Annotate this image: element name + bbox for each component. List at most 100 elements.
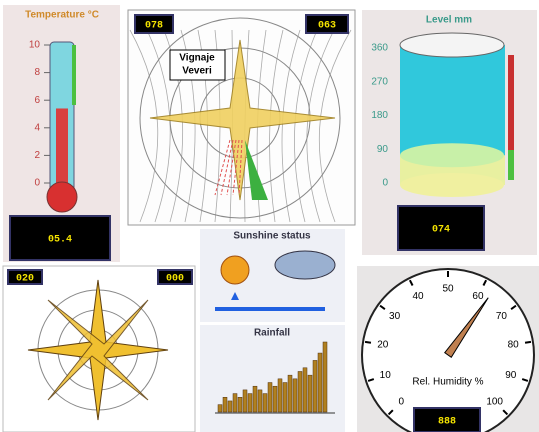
map-road bbox=[306, 29, 335, 223]
display-value: 020 bbox=[16, 274, 34, 285]
liquid-top bbox=[400, 143, 504, 168]
wind-trace bbox=[232, 139, 240, 196]
place-label: Veveri bbox=[182, 66, 212, 77]
rain-bar bbox=[237, 397, 243, 413]
digital-display bbox=[397, 205, 485, 251]
side-bar bbox=[72, 45, 76, 105]
rain-bar bbox=[217, 404, 223, 413]
gauge-tick bbox=[521, 378, 529, 382]
place-box bbox=[169, 49, 226, 81]
rain-bar bbox=[307, 374, 313, 413]
cylinder-bottom bbox=[400, 173, 504, 197]
gauge-tick bbox=[387, 409, 394, 416]
alarm-bar bbox=[508, 55, 514, 150]
rainfall-title: Rainfall bbox=[254, 328, 290, 339]
tick-label: 360 bbox=[371, 43, 388, 54]
sunshine-title: Sunshine status bbox=[233, 231, 311, 242]
gauge-label: 80 bbox=[508, 339, 520, 350]
sun-arrow bbox=[231, 292, 239, 300]
map-road bbox=[129, 29, 159, 223]
wind-trace bbox=[226, 139, 237, 196]
rain-bar bbox=[282, 382, 288, 413]
sun bbox=[220, 255, 250, 285]
rain-bar bbox=[297, 371, 303, 413]
gauge-tick bbox=[510, 304, 517, 310]
gauge-label: 10 bbox=[380, 370, 392, 381]
gauge-title: Rel. Humidity % bbox=[412, 377, 483, 388]
tick-label: 2 bbox=[34, 150, 40, 161]
gauge-label: 20 bbox=[377, 339, 389, 350]
place-label: Vignaje bbox=[179, 53, 215, 64]
rain-bar bbox=[247, 393, 253, 413]
display-value: 05.4 bbox=[48, 235, 72, 246]
gauge-tick bbox=[524, 340, 532, 344]
gauge-tick bbox=[502, 409, 509, 416]
wind-trace bbox=[238, 139, 243, 196]
rain-bar bbox=[222, 397, 228, 413]
rain-bar bbox=[302, 367, 308, 413]
gauge-tick bbox=[367, 378, 375, 382]
wind-trace bbox=[214, 139, 231, 196]
level-title: Level mm bbox=[426, 15, 472, 26]
tick-label: 270 bbox=[371, 76, 388, 87]
gauge-label: 40 bbox=[412, 291, 424, 302]
tick-label: 6 bbox=[34, 95, 40, 106]
wind-arrow bbox=[245, 140, 268, 200]
range-ring bbox=[139, 17, 341, 219]
rose-star-diag bbox=[47, 299, 149, 401]
tick-label: 8 bbox=[34, 67, 40, 78]
rain-bar bbox=[227, 400, 233, 413]
tick-label: 10 bbox=[29, 40, 41, 51]
rain-bar bbox=[257, 389, 263, 413]
cloud bbox=[274, 250, 336, 280]
tick-label: 0 bbox=[382, 178, 388, 189]
rain-bar bbox=[277, 378, 283, 413]
gauge-needle bbox=[444, 297, 489, 359]
digital-display bbox=[413, 407, 481, 432]
rain-bar bbox=[267, 382, 273, 413]
thermometer-title: Temperature °C bbox=[25, 10, 99, 21]
ground bbox=[215, 307, 325, 311]
rain-bar bbox=[287, 374, 293, 413]
digital-display bbox=[157, 269, 193, 285]
cylinder-top bbox=[399, 32, 505, 58]
rain-bar bbox=[242, 389, 248, 413]
wind-trace bbox=[220, 139, 234, 196]
digital-display bbox=[9, 215, 111, 261]
digital-display bbox=[7, 269, 43, 285]
tick-label: 180 bbox=[371, 110, 388, 121]
map-road bbox=[318, 29, 352, 223]
display-value: 000 bbox=[166, 274, 184, 285]
gauge-label: 0 bbox=[399, 396, 405, 407]
compass-star bbox=[149, 39, 336, 201]
rain-bar bbox=[312, 360, 318, 413]
gauge-label: 30 bbox=[389, 311, 401, 322]
ok-bar bbox=[508, 150, 514, 180]
rain-bar bbox=[232, 393, 238, 413]
display-value: 888 bbox=[438, 417, 456, 428]
tick-label: 0 bbox=[34, 178, 40, 189]
bulb bbox=[46, 181, 78, 213]
gauge-label: 70 bbox=[496, 311, 508, 322]
mercury bbox=[56, 108, 68, 192]
gauge-label: 60 bbox=[472, 291, 484, 302]
rain-bar bbox=[252, 385, 258, 413]
rain-bar bbox=[292, 378, 298, 413]
gauge-label: 50 bbox=[442, 284, 454, 295]
gauge-tick bbox=[379, 304, 386, 310]
gauge-tick bbox=[408, 279, 414, 286]
rain-bar bbox=[272, 385, 278, 413]
tick-label: 90 bbox=[377, 144, 389, 155]
display-value: 063 bbox=[318, 21, 336, 32]
rain-bar bbox=[317, 352, 323, 413]
gauge-label: 100 bbox=[486, 396, 503, 407]
digital-display bbox=[305, 14, 349, 34]
gauge-label: 90 bbox=[505, 370, 517, 381]
rain-bar bbox=[322, 341, 328, 413]
rain-bar bbox=[262, 393, 268, 413]
gauge-tick bbox=[482, 279, 488, 286]
display-value: 074 bbox=[432, 225, 450, 236]
digital-display bbox=[134, 14, 174, 34]
gauge-tick bbox=[364, 340, 372, 344]
